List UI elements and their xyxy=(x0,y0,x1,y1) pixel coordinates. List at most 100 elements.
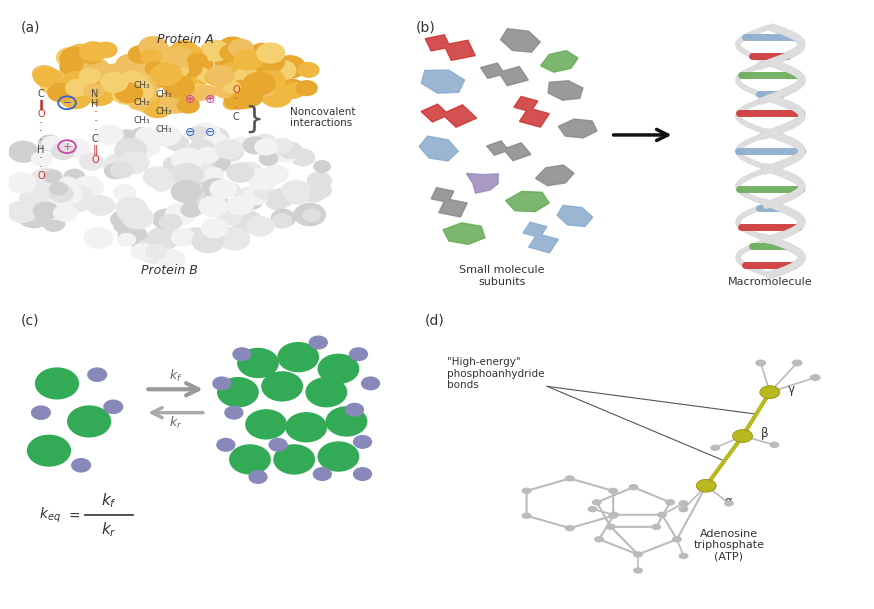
Circle shape xyxy=(271,209,296,227)
Circle shape xyxy=(52,74,80,95)
Circle shape xyxy=(163,75,195,99)
Circle shape xyxy=(232,210,263,233)
Text: ·: · xyxy=(94,124,97,137)
Circle shape xyxy=(317,442,359,472)
Circle shape xyxy=(191,229,225,253)
Circle shape xyxy=(79,152,104,171)
Circle shape xyxy=(657,512,667,518)
Circle shape xyxy=(53,204,78,222)
Text: Protein A: Protein A xyxy=(157,33,214,46)
Circle shape xyxy=(277,342,319,372)
Circle shape xyxy=(187,125,210,143)
Circle shape xyxy=(186,180,218,203)
Circle shape xyxy=(195,144,223,164)
Circle shape xyxy=(628,484,639,490)
Circle shape xyxy=(89,44,108,58)
Circle shape xyxy=(769,442,780,448)
Text: $k_r$: $k_r$ xyxy=(101,520,117,539)
Text: ·: · xyxy=(39,125,43,138)
Circle shape xyxy=(202,178,229,197)
Circle shape xyxy=(59,85,92,109)
Circle shape xyxy=(234,189,264,211)
Circle shape xyxy=(87,367,108,382)
Circle shape xyxy=(117,225,148,247)
Circle shape xyxy=(153,227,177,244)
Circle shape xyxy=(233,49,264,71)
Circle shape xyxy=(38,135,61,152)
Circle shape xyxy=(27,435,71,466)
Circle shape xyxy=(633,551,643,558)
Circle shape xyxy=(243,187,268,206)
Circle shape xyxy=(224,88,253,110)
Circle shape xyxy=(80,48,103,65)
Text: ·: · xyxy=(39,161,43,174)
Circle shape xyxy=(128,45,154,64)
Circle shape xyxy=(202,135,226,152)
Circle shape xyxy=(317,354,359,384)
Circle shape xyxy=(170,228,196,246)
Circle shape xyxy=(117,233,136,247)
Circle shape xyxy=(302,209,321,222)
Circle shape xyxy=(113,184,136,201)
Circle shape xyxy=(135,69,156,85)
Circle shape xyxy=(278,79,306,99)
Circle shape xyxy=(237,161,262,180)
Circle shape xyxy=(186,199,209,215)
Circle shape xyxy=(170,90,191,105)
Circle shape xyxy=(26,185,49,202)
Text: CH₃: CH₃ xyxy=(156,107,172,116)
Text: Noncovalent
interactions: Noncovalent interactions xyxy=(290,107,356,128)
Circle shape xyxy=(218,228,251,251)
Circle shape xyxy=(163,55,196,79)
Text: (d): (d) xyxy=(425,313,444,327)
Circle shape xyxy=(43,169,63,183)
Circle shape xyxy=(222,227,245,243)
Circle shape xyxy=(133,49,163,70)
Text: −: − xyxy=(62,98,72,108)
Circle shape xyxy=(149,44,173,62)
Circle shape xyxy=(59,46,92,70)
Circle shape xyxy=(186,67,212,86)
Circle shape xyxy=(83,83,104,99)
Circle shape xyxy=(196,147,219,164)
Circle shape xyxy=(592,499,601,505)
Circle shape xyxy=(136,94,163,113)
Circle shape xyxy=(251,50,285,74)
Circle shape xyxy=(212,376,232,390)
Text: CH₃: CH₃ xyxy=(133,98,149,107)
Polygon shape xyxy=(443,223,485,244)
Circle shape xyxy=(62,71,90,91)
Polygon shape xyxy=(541,51,578,72)
Text: α: α xyxy=(725,495,732,507)
Circle shape xyxy=(261,371,303,401)
Circle shape xyxy=(190,141,222,164)
Circle shape xyxy=(353,435,372,449)
Circle shape xyxy=(59,177,77,189)
Circle shape xyxy=(232,347,252,361)
Circle shape xyxy=(274,55,306,79)
Circle shape xyxy=(245,409,287,440)
Circle shape xyxy=(223,97,240,110)
Circle shape xyxy=(177,97,200,114)
Circle shape xyxy=(223,81,241,94)
Text: CH₃: CH₃ xyxy=(133,81,149,90)
Circle shape xyxy=(198,195,228,217)
Circle shape xyxy=(678,506,689,512)
Circle shape xyxy=(210,179,237,199)
Circle shape xyxy=(238,186,264,206)
Polygon shape xyxy=(425,35,475,60)
Circle shape xyxy=(219,44,243,62)
Circle shape xyxy=(651,524,662,530)
Circle shape xyxy=(313,160,331,173)
Circle shape xyxy=(100,72,128,93)
Circle shape xyxy=(251,79,276,98)
Circle shape xyxy=(159,91,191,114)
Circle shape xyxy=(262,164,288,184)
Circle shape xyxy=(228,38,254,58)
Circle shape xyxy=(41,136,63,152)
Circle shape xyxy=(256,43,285,64)
Text: "High-energy"
phosphoanhydride
bonds: "High-energy" phosphoanhydride bonds xyxy=(447,357,545,390)
Circle shape xyxy=(180,182,208,203)
Circle shape xyxy=(184,227,209,245)
Circle shape xyxy=(50,182,83,206)
